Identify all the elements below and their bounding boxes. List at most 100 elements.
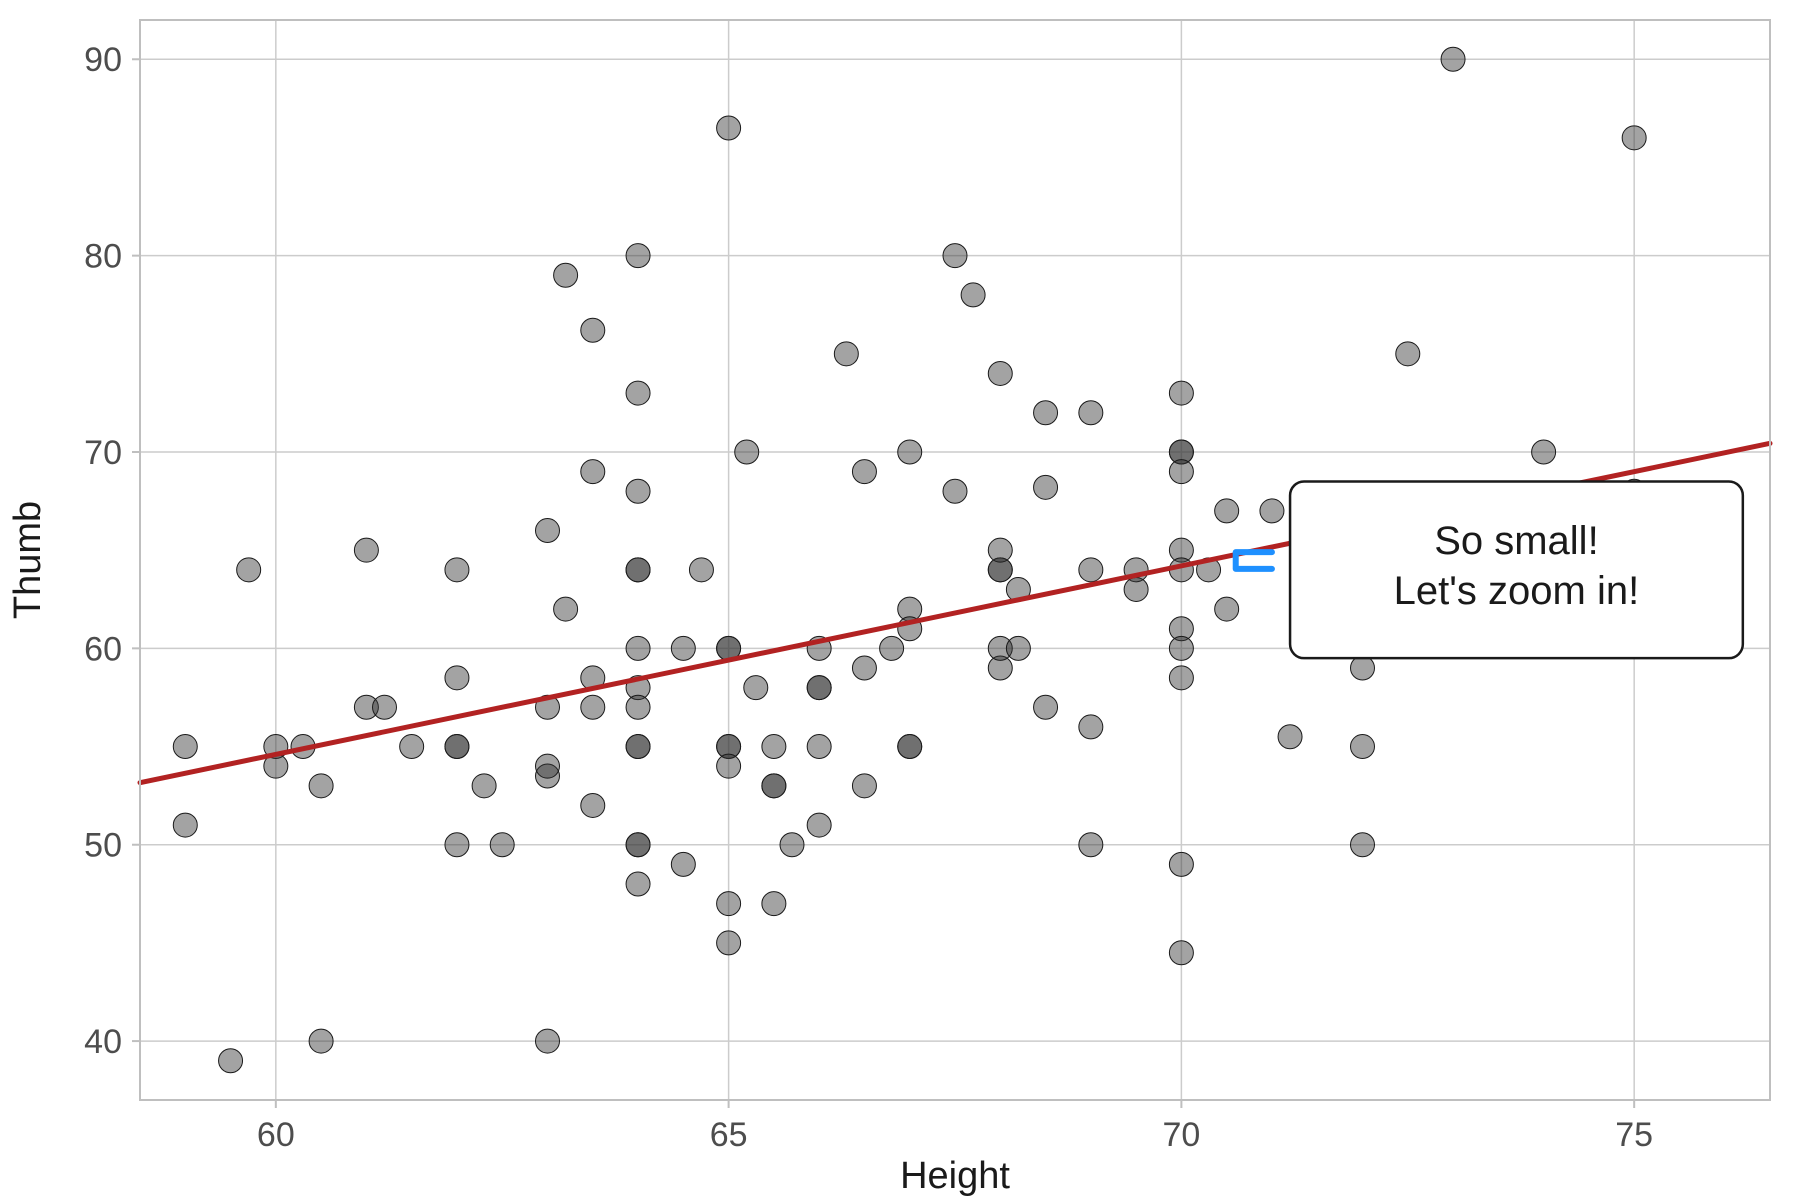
data-point (807, 735, 831, 759)
data-point (1260, 499, 1284, 523)
data-point (1079, 715, 1103, 739)
data-point (445, 735, 469, 759)
data-point (1169, 941, 1193, 965)
data-point (1169, 666, 1193, 690)
data-point (961, 283, 985, 307)
data-point (1079, 833, 1103, 857)
data-point (445, 666, 469, 690)
data-point (744, 676, 768, 700)
data-point (1396, 342, 1420, 366)
data-point (1351, 735, 1375, 759)
data-point (1351, 656, 1375, 680)
y-tick-label: 60 (84, 630, 122, 668)
data-point (943, 244, 967, 268)
data-point (554, 597, 578, 621)
data-point (581, 695, 605, 719)
data-point (445, 558, 469, 582)
data-point (988, 361, 1012, 385)
data-point (309, 774, 333, 798)
data-point (1079, 558, 1103, 582)
y-tick-label: 70 (84, 434, 122, 472)
data-point (943, 479, 967, 503)
data-point (852, 460, 876, 484)
data-point (1532, 440, 1556, 464)
data-point (626, 735, 650, 759)
data-point (237, 558, 261, 582)
data-point (536, 754, 560, 778)
data-point (1169, 636, 1193, 660)
data-point (1215, 597, 1239, 621)
data-point (1034, 475, 1058, 499)
data-point (626, 636, 650, 660)
data-point (717, 116, 741, 140)
data-point (762, 735, 786, 759)
data-point (1441, 47, 1465, 71)
data-point (671, 852, 695, 876)
x-axis-label: Height (900, 1155, 1010, 1197)
data-point (988, 538, 1012, 562)
data-point (173, 813, 197, 837)
data-point (219, 1049, 243, 1073)
y-tick-label: 80 (84, 238, 122, 276)
data-point (1169, 460, 1193, 484)
data-point (400, 735, 424, 759)
x-tick-label: 75 (1615, 1116, 1653, 1154)
data-point (717, 931, 741, 955)
data-point (898, 735, 922, 759)
data-point (689, 558, 713, 582)
data-point (536, 519, 560, 543)
data-point (671, 636, 695, 660)
data-point (1215, 499, 1239, 523)
x-tick-label: 65 (710, 1116, 748, 1154)
data-point (880, 636, 904, 660)
data-point (445, 833, 469, 857)
y-tick-label: 50 (84, 827, 122, 865)
data-point (807, 813, 831, 837)
annotation-text-line: Let's zoom in! (1394, 569, 1640, 613)
x-tick-label: 60 (257, 1116, 295, 1154)
annotation-text-line: So small! (1434, 519, 1599, 563)
data-point (581, 460, 605, 484)
x-tick-label: 70 (1162, 1116, 1200, 1154)
data-point (354, 538, 378, 562)
y-tick-label: 90 (84, 41, 122, 79)
data-point (717, 754, 741, 778)
data-point (373, 695, 397, 719)
data-point (735, 440, 759, 464)
data-point (1079, 401, 1103, 425)
data-point (1351, 833, 1375, 857)
data-point (1034, 695, 1058, 719)
data-point (898, 440, 922, 464)
y-axis-label: Thumb (7, 501, 49, 619)
data-point (780, 833, 804, 857)
data-point (626, 381, 650, 405)
data-point (581, 793, 605, 817)
data-point (762, 774, 786, 798)
data-point (309, 1029, 333, 1053)
data-point (490, 833, 514, 857)
data-point (717, 892, 741, 916)
data-point (626, 872, 650, 896)
data-point (852, 656, 876, 680)
data-point (626, 833, 650, 857)
data-point (173, 735, 197, 759)
scatter-chart: So small! Let's zoom in! 60 65 70 75 40 50 60 70 8… (0, 0, 1800, 1200)
data-point (1006, 636, 1030, 660)
data-point (554, 263, 578, 287)
y-tick-label: 40 (84, 1023, 122, 1061)
data-point (536, 1029, 560, 1053)
data-point (626, 695, 650, 719)
data-point (1169, 381, 1193, 405)
data-point (626, 479, 650, 503)
data-point (472, 774, 496, 798)
data-point (581, 318, 605, 342)
data-point (1278, 725, 1302, 749)
data-point (1622, 126, 1646, 150)
data-point (1169, 852, 1193, 876)
data-point (1034, 401, 1058, 425)
data-point (626, 244, 650, 268)
data-point (626, 558, 650, 582)
data-point (834, 342, 858, 366)
data-point (762, 892, 786, 916)
data-point (1124, 577, 1148, 601)
